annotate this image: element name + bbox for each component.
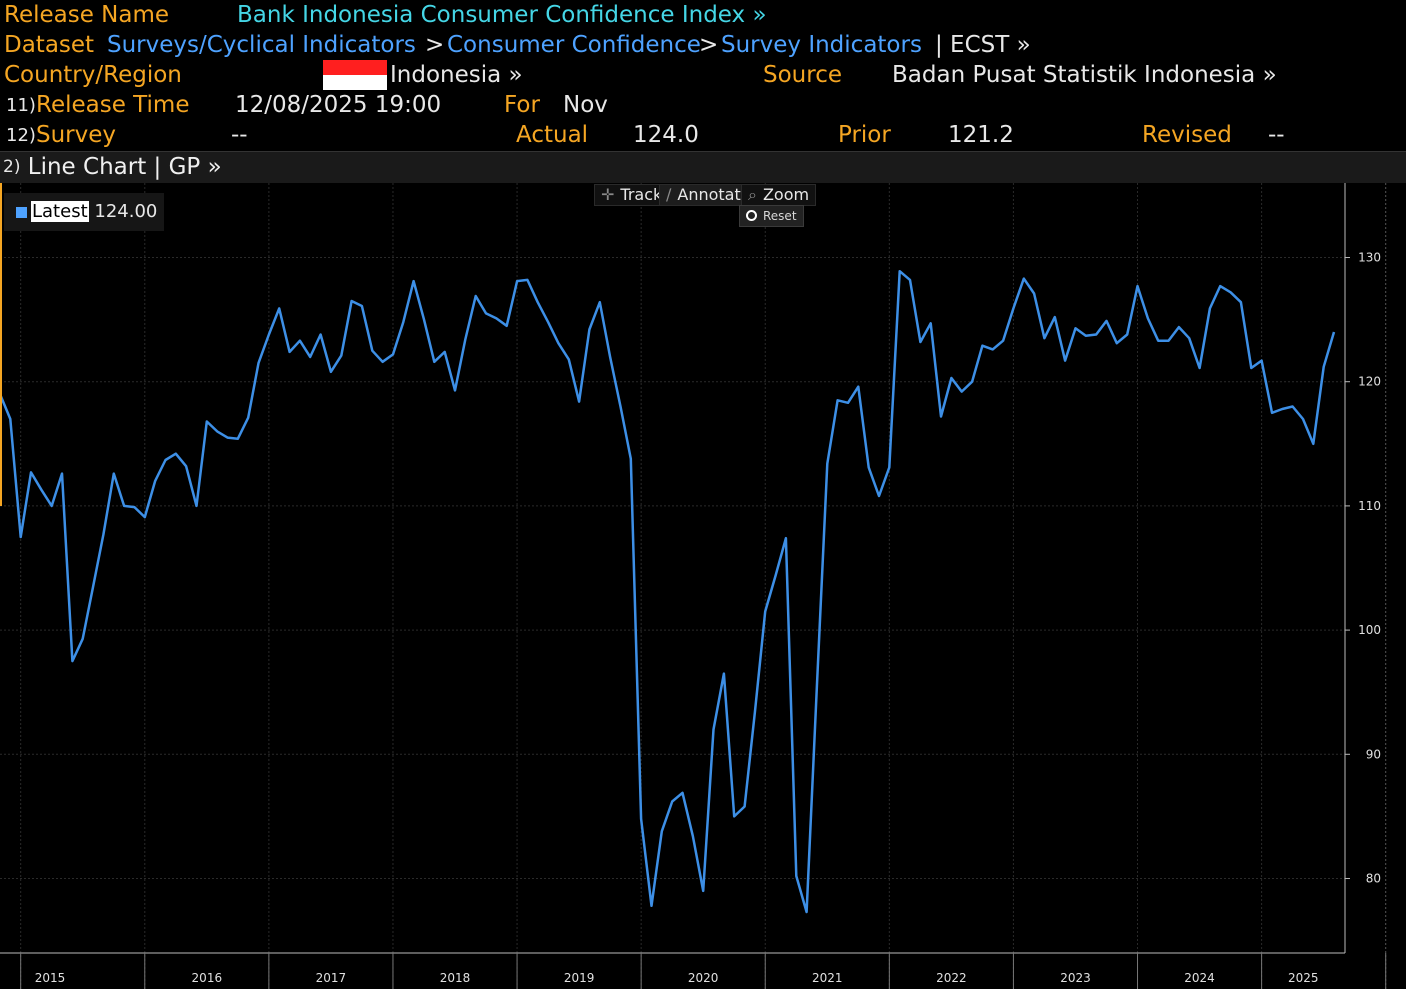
pencil-icon: ∕ <box>666 185 672 204</box>
y-axis: 80 90 100 110 120 130 <box>1344 183 1381 953</box>
y-tick-label: 110 <box>1358 499 1381 513</box>
y-tick-label: 90 <box>1366 747 1381 761</box>
survey-number[interactable]: 12) <box>6 125 36 146</box>
annotate-button[interactable]: ∕ Annotate <box>659 184 758 206</box>
chart-title[interactable]: Line Chart | GP » <box>27 154 222 180</box>
series-line-latest <box>0 269 1336 914</box>
reset-icon <box>746 210 757 221</box>
x-tick-label: 2022 <box>936 971 967 985</box>
x-tick-label: 2020 <box>688 971 719 985</box>
reset-label: Reset <box>763 209 797 223</box>
track-label: Track <box>620 185 663 204</box>
x-tick-label: 2018 <box>440 971 471 985</box>
breadcrumb-sep-2: > <box>699 32 719 58</box>
source-link[interactable]: Badan Pusat Statistik Indonesia » <box>892 62 1277 88</box>
revised-label: Revised <box>1142 122 1232 148</box>
survey-label[interactable]: Survey <box>36 122 117 148</box>
chart-title-bar: 2) Line Chart | GP » <box>0 151 1406 183</box>
dataset-label: Dataset <box>4 32 95 58</box>
for-label: For <box>504 92 540 118</box>
x-tick-label: 2017 <box>316 971 347 985</box>
chart-grid <box>0 183 1387 989</box>
country-link[interactable]: Indonesia » <box>390 62 523 88</box>
country-label: Country/Region <box>4 62 182 88</box>
legend-swatch-icon <box>16 206 27 218</box>
prior-label: Prior <box>838 122 891 148</box>
y-tick-label: 130 <box>1358 251 1381 265</box>
track-button[interactable]: ✛ Track <box>594 184 670 206</box>
reset-button[interactable]: Reset <box>739 205 804 227</box>
actual-label: Actual <box>516 122 589 148</box>
legend-series-name: Latest <box>31 201 89 222</box>
indonesia-flag-icon <box>323 60 387 90</box>
magnifier-icon: ⌕ <box>748 185 757 204</box>
legend-value: 124.00 <box>94 201 158 222</box>
actual-value: 124.0 <box>633 122 699 148</box>
dataset-crumb-1[interactable]: Surveys/Cyclical Indicators <box>107 32 416 58</box>
x-tick-label: 2015 <box>35 971 66 985</box>
x-axis: 2015 2016 2017 2018 2019 2020 2021 2022 2023 2024… <box>0 952 1387 989</box>
prior-value: 121.2 <box>948 122 1014 148</box>
source-label: Source <box>763 62 842 88</box>
zoom-label: Zoom <box>762 185 810 204</box>
release-time-label[interactable]: Release Time <box>36 92 190 118</box>
x-tick-label: 2021 <box>812 971 843 985</box>
dataset-ticker[interactable]: | ECST » <box>935 32 1031 58</box>
x-tick-label: 2019 <box>564 971 595 985</box>
legend[interactable]: Latest 124.00 <box>4 193 164 231</box>
dataset-crumb-2[interactable]: Consumer Confidence <box>447 32 701 58</box>
revised-value: -- <box>1268 122 1285 148</box>
y-tick-label: 100 <box>1358 623 1381 637</box>
x-tick-label: 2023 <box>1060 971 1091 985</box>
survey-value: -- <box>231 122 248 148</box>
crosshair-marker <box>0 183 2 506</box>
release-time-value: 12/08/2025 19:00 <box>235 92 442 118</box>
release-time-number[interactable]: 11) <box>6 95 36 116</box>
chart-title-number[interactable]: 2) <box>3 157 21 177</box>
x-tick-label: 2025 <box>1288 971 1319 985</box>
breadcrumb-sep-1: > <box>425 32 445 58</box>
for-value: Nov <box>563 92 608 118</box>
y-tick-label: 120 <box>1358 375 1381 389</box>
dataset-crumb-3[interactable]: Survey Indicators <box>721 32 922 58</box>
y-tick-label: 80 <box>1366 871 1381 885</box>
annotate-label: Annotate <box>677 185 751 204</box>
release-name-link[interactable]: Bank Indonesia Consumer Confidence Index… <box>237 2 767 28</box>
release-name-label: Release Name <box>4 2 170 28</box>
x-tick-label: 2024 <box>1184 971 1215 985</box>
zoom-button[interactable]: ⌕ Zoom <box>741 184 817 206</box>
crosshair-icon: ✛ <box>601 185 615 204</box>
x-tick-label: 2016 <box>192 971 223 985</box>
